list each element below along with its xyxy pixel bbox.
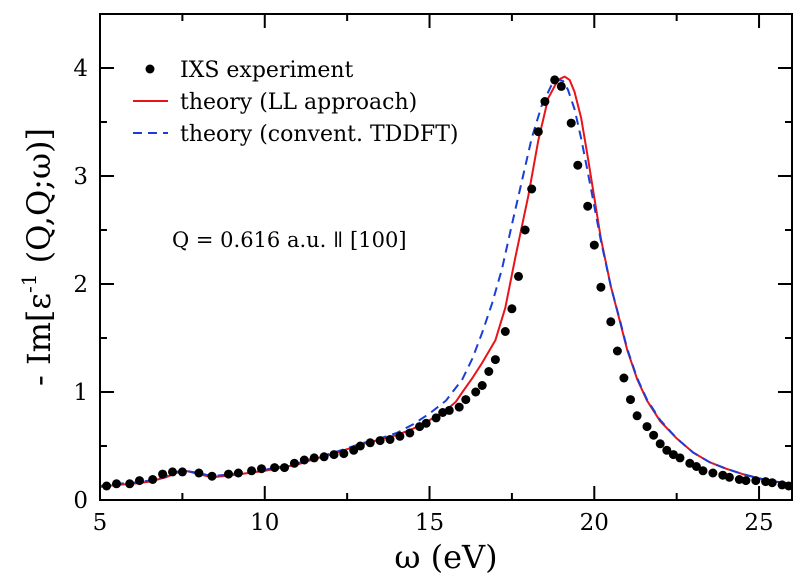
legend-label: theory (convent. TDDFT)	[180, 122, 458, 147]
x-tick-label: 15	[415, 510, 444, 536]
data-point	[514, 271, 523, 281]
y-axis-title-main: - Im[ε	[20, 293, 58, 386]
data-point	[691, 462, 701, 471]
data-point	[675, 453, 685, 463]
data-point	[540, 97, 550, 106]
q-annotation: Q = 0.616 a.u. ǁ [100]	[172, 228, 407, 252]
data-point	[767, 478, 777, 488]
data-point	[207, 471, 217, 481]
y-axis-title-superscript: -1	[17, 274, 41, 293]
data-point	[471, 387, 481, 397]
data-point	[583, 201, 593, 211]
data-point	[257, 464, 266, 474]
data-point	[550, 75, 560, 85]
data-point	[125, 479, 135, 489]
data-point	[573, 160, 583, 170]
data-point	[784, 481, 792, 491]
data-point	[270, 463, 280, 473]
data-point	[500, 327, 510, 336]
data-point	[566, 118, 576, 128]
data-point	[507, 304, 517, 314]
y-tick-label: 0	[73, 488, 88, 514]
plot-frame	[99, 13, 793, 501]
data-point	[158, 469, 168, 479]
data-point	[405, 428, 415, 438]
y-tick-label: 4	[73, 56, 88, 82]
y-axis-title: - Im[ε-1 (Q,Q;ω)]	[17, 128, 58, 386]
data-point	[194, 468, 204, 478]
data-point	[708, 468, 718, 478]
legend-label: theory (LL approach)	[180, 90, 417, 115]
data-point	[556, 81, 566, 91]
x-axis-title: ω (eV)	[394, 538, 497, 576]
data-point	[421, 418, 431, 428]
data-point	[596, 282, 606, 292]
data-point	[365, 438, 375, 448]
data-point	[632, 411, 642, 421]
data-point	[444, 405, 454, 415]
y-axis: 0 1 2 3 4	[73, 56, 792, 514]
y-tick-label: 1	[73, 380, 88, 406]
y-tick-label: 3	[73, 164, 88, 190]
legend-marker-points	[145, 64, 155, 74]
data-point	[299, 455, 309, 465]
y-tick-label: 2	[73, 272, 88, 298]
data-point	[724, 472, 734, 482]
data-point	[280, 463, 289, 473]
data-point	[112, 479, 121, 489]
data-point	[454, 402, 464, 412]
data-point	[309, 453, 319, 463]
data-point	[698, 466, 708, 476]
data-point	[289, 458, 299, 468]
series-line-2	[100, 78, 792, 487]
data-point	[461, 395, 471, 405]
data-point	[619, 373, 629, 383]
x-tick-label: 5	[93, 510, 108, 536]
data-point	[589, 240, 599, 250]
data-point	[642, 422, 652, 432]
data-point	[520, 225, 530, 235]
data-point	[102, 481, 112, 491]
data-point	[626, 395, 635, 405]
y-axis-title-args: (Q,Q;ω)]	[20, 128, 58, 274]
data-point	[375, 436, 385, 446]
data-point	[224, 469, 233, 479]
data-point	[490, 355, 500, 365]
data-point	[741, 476, 751, 486]
data-point	[431, 413, 441, 423]
data-point	[319, 452, 329, 462]
data-point	[662, 445, 672, 455]
data-point	[355, 441, 365, 451]
data-point	[385, 435, 395, 444]
x-axis: 5 10 15 20 25	[93, 14, 774, 536]
data-point	[168, 467, 177, 477]
data-point	[527, 184, 537, 194]
data-point	[612, 346, 622, 356]
data-point	[477, 381, 487, 390]
data-point	[329, 450, 339, 460]
data-point	[655, 439, 665, 449]
data-point	[135, 476, 144, 486]
x-tick-label: 25	[744, 510, 773, 536]
series-layer	[100, 75, 792, 491]
data-point	[649, 430, 659, 440]
data-point	[349, 445, 359, 455]
data-point	[395, 431, 405, 441]
data-point	[606, 317, 616, 327]
data-point	[233, 468, 243, 478]
data-point	[148, 475, 158, 484]
data-point	[533, 127, 543, 137]
x-tick-label: 10	[250, 510, 279, 536]
legend: IXS experiment theory (LL approach) theory…	[133, 58, 458, 147]
x-tick-label: 20	[580, 510, 609, 536]
data-point	[751, 476, 761, 486]
data-point	[177, 467, 187, 477]
data-point	[484, 367, 494, 376]
data-point	[247, 466, 257, 476]
data-point	[339, 449, 349, 459]
legend-label: IXS experiment	[180, 58, 354, 83]
